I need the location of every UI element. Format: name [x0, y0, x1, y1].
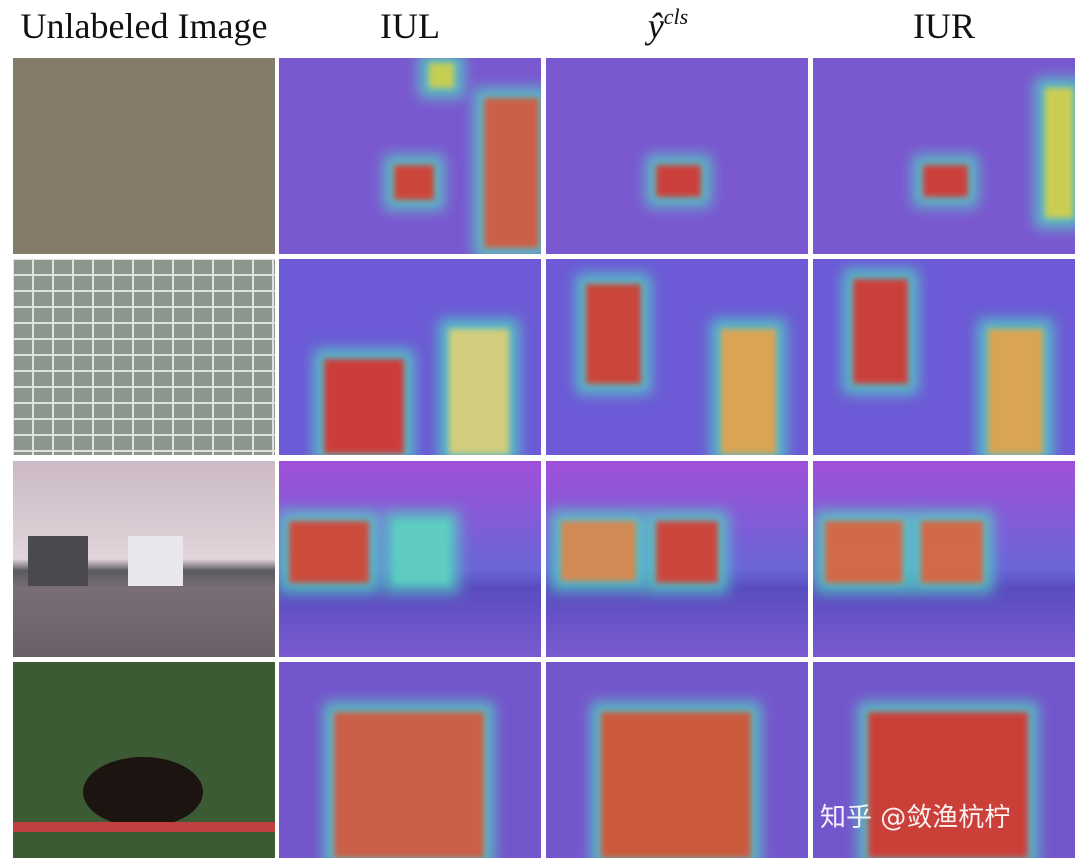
ship — [28, 536, 88, 586]
image-content — [546, 461, 808, 657]
image-content — [279, 662, 541, 858]
image-content — [13, 461, 275, 657]
image-cell — [546, 461, 808, 657]
heat-box — [656, 165, 701, 197]
column-header: Unlabeled Image — [21, 6, 268, 46]
image-cell — [546, 662, 808, 858]
heat-box — [601, 712, 751, 858]
header-sup: cls — [664, 4, 688, 29]
image-background — [13, 58, 275, 254]
watermark: 知乎 @敛渔杭柠 — [820, 803, 1010, 833]
heat-box — [429, 63, 454, 88]
ship — [128, 536, 183, 586]
image-grid — [13, 58, 1075, 858]
heat-box — [561, 521, 636, 581]
header-base: ŷ — [645, 6, 664, 46]
image-content — [546, 58, 808, 254]
image-content — [279, 259, 541, 455]
image-content — [546, 662, 808, 858]
image-cell — [13, 662, 275, 858]
image-cell — [813, 461, 1075, 657]
image-content — [546, 259, 808, 455]
image-cell — [813, 662, 1075, 858]
image-content — [279, 461, 541, 657]
heat-box — [988, 329, 1043, 454]
image-content — [13, 58, 275, 254]
column-header: IUL — [380, 6, 440, 46]
image-cell — [279, 58, 541, 254]
heat-box — [825, 521, 903, 583]
heat-box — [334, 712, 484, 858]
heat-box — [868, 712, 1028, 858]
heat-box — [484, 98, 539, 248]
heat-box — [853, 279, 908, 384]
heat-box — [1045, 88, 1073, 218]
image-content — [813, 259, 1075, 455]
image-cell — [813, 58, 1075, 254]
heat-box — [289, 521, 369, 583]
image-cell — [813, 259, 1075, 455]
heat-box — [656, 521, 718, 583]
bird — [83, 757, 203, 827]
heat-box — [394, 165, 434, 200]
image-content — [279, 58, 541, 254]
image-content — [13, 259, 275, 455]
heat-box — [394, 521, 449, 583]
heat-box — [721, 329, 776, 454]
heat-box — [586, 284, 641, 384]
railing — [13, 822, 275, 832]
heat-box — [324, 359, 404, 454]
image-cell — [279, 662, 541, 858]
column-header: IUR — [913, 6, 975, 46]
heat-box — [921, 521, 983, 583]
column-header: ŷcls — [645, 4, 688, 46]
column-headers: Unlabeled Image IUL ŷcls IUR — [21, 4, 975, 46]
heat-box — [923, 165, 968, 197]
image-content — [813, 58, 1075, 254]
heat-box — [449, 329, 509, 454]
image-cell — [546, 259, 808, 455]
image-cell — [13, 461, 275, 657]
image-content — [813, 662, 1075, 858]
image-cell — [279, 259, 541, 455]
image-cell — [13, 259, 275, 455]
image-content — [13, 662, 275, 858]
image-cell — [279, 461, 541, 657]
image-cell — [13, 58, 275, 254]
image-content — [813, 461, 1075, 657]
image-cell — [546, 58, 808, 254]
